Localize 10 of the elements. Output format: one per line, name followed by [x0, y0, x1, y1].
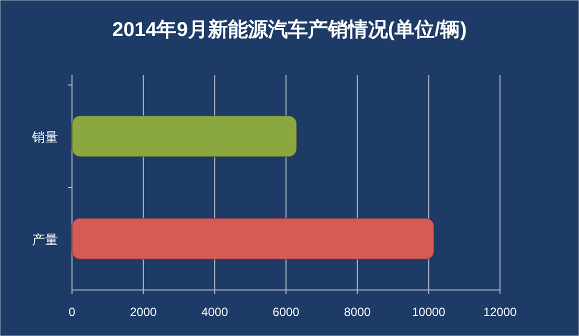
x-tick-label: 12000 [483, 305, 518, 319]
x-tick-label: 2000 [130, 305, 158, 319]
chart-title: 2014年9月新能源汽车产销情况(单位/辆) [112, 18, 467, 41]
x-tick-label: 8000 [344, 305, 372, 319]
x-tick-label: 4000 [201, 305, 228, 319]
x-tick-label: 0 [68, 305, 76, 319]
y-tick-label: 产量 [32, 232, 58, 247]
x-tick-label: 10000 [412, 305, 446, 319]
x-tick-label: 6000 [272, 305, 300, 319]
y-tick-label: 销量 [31, 129, 58, 144]
